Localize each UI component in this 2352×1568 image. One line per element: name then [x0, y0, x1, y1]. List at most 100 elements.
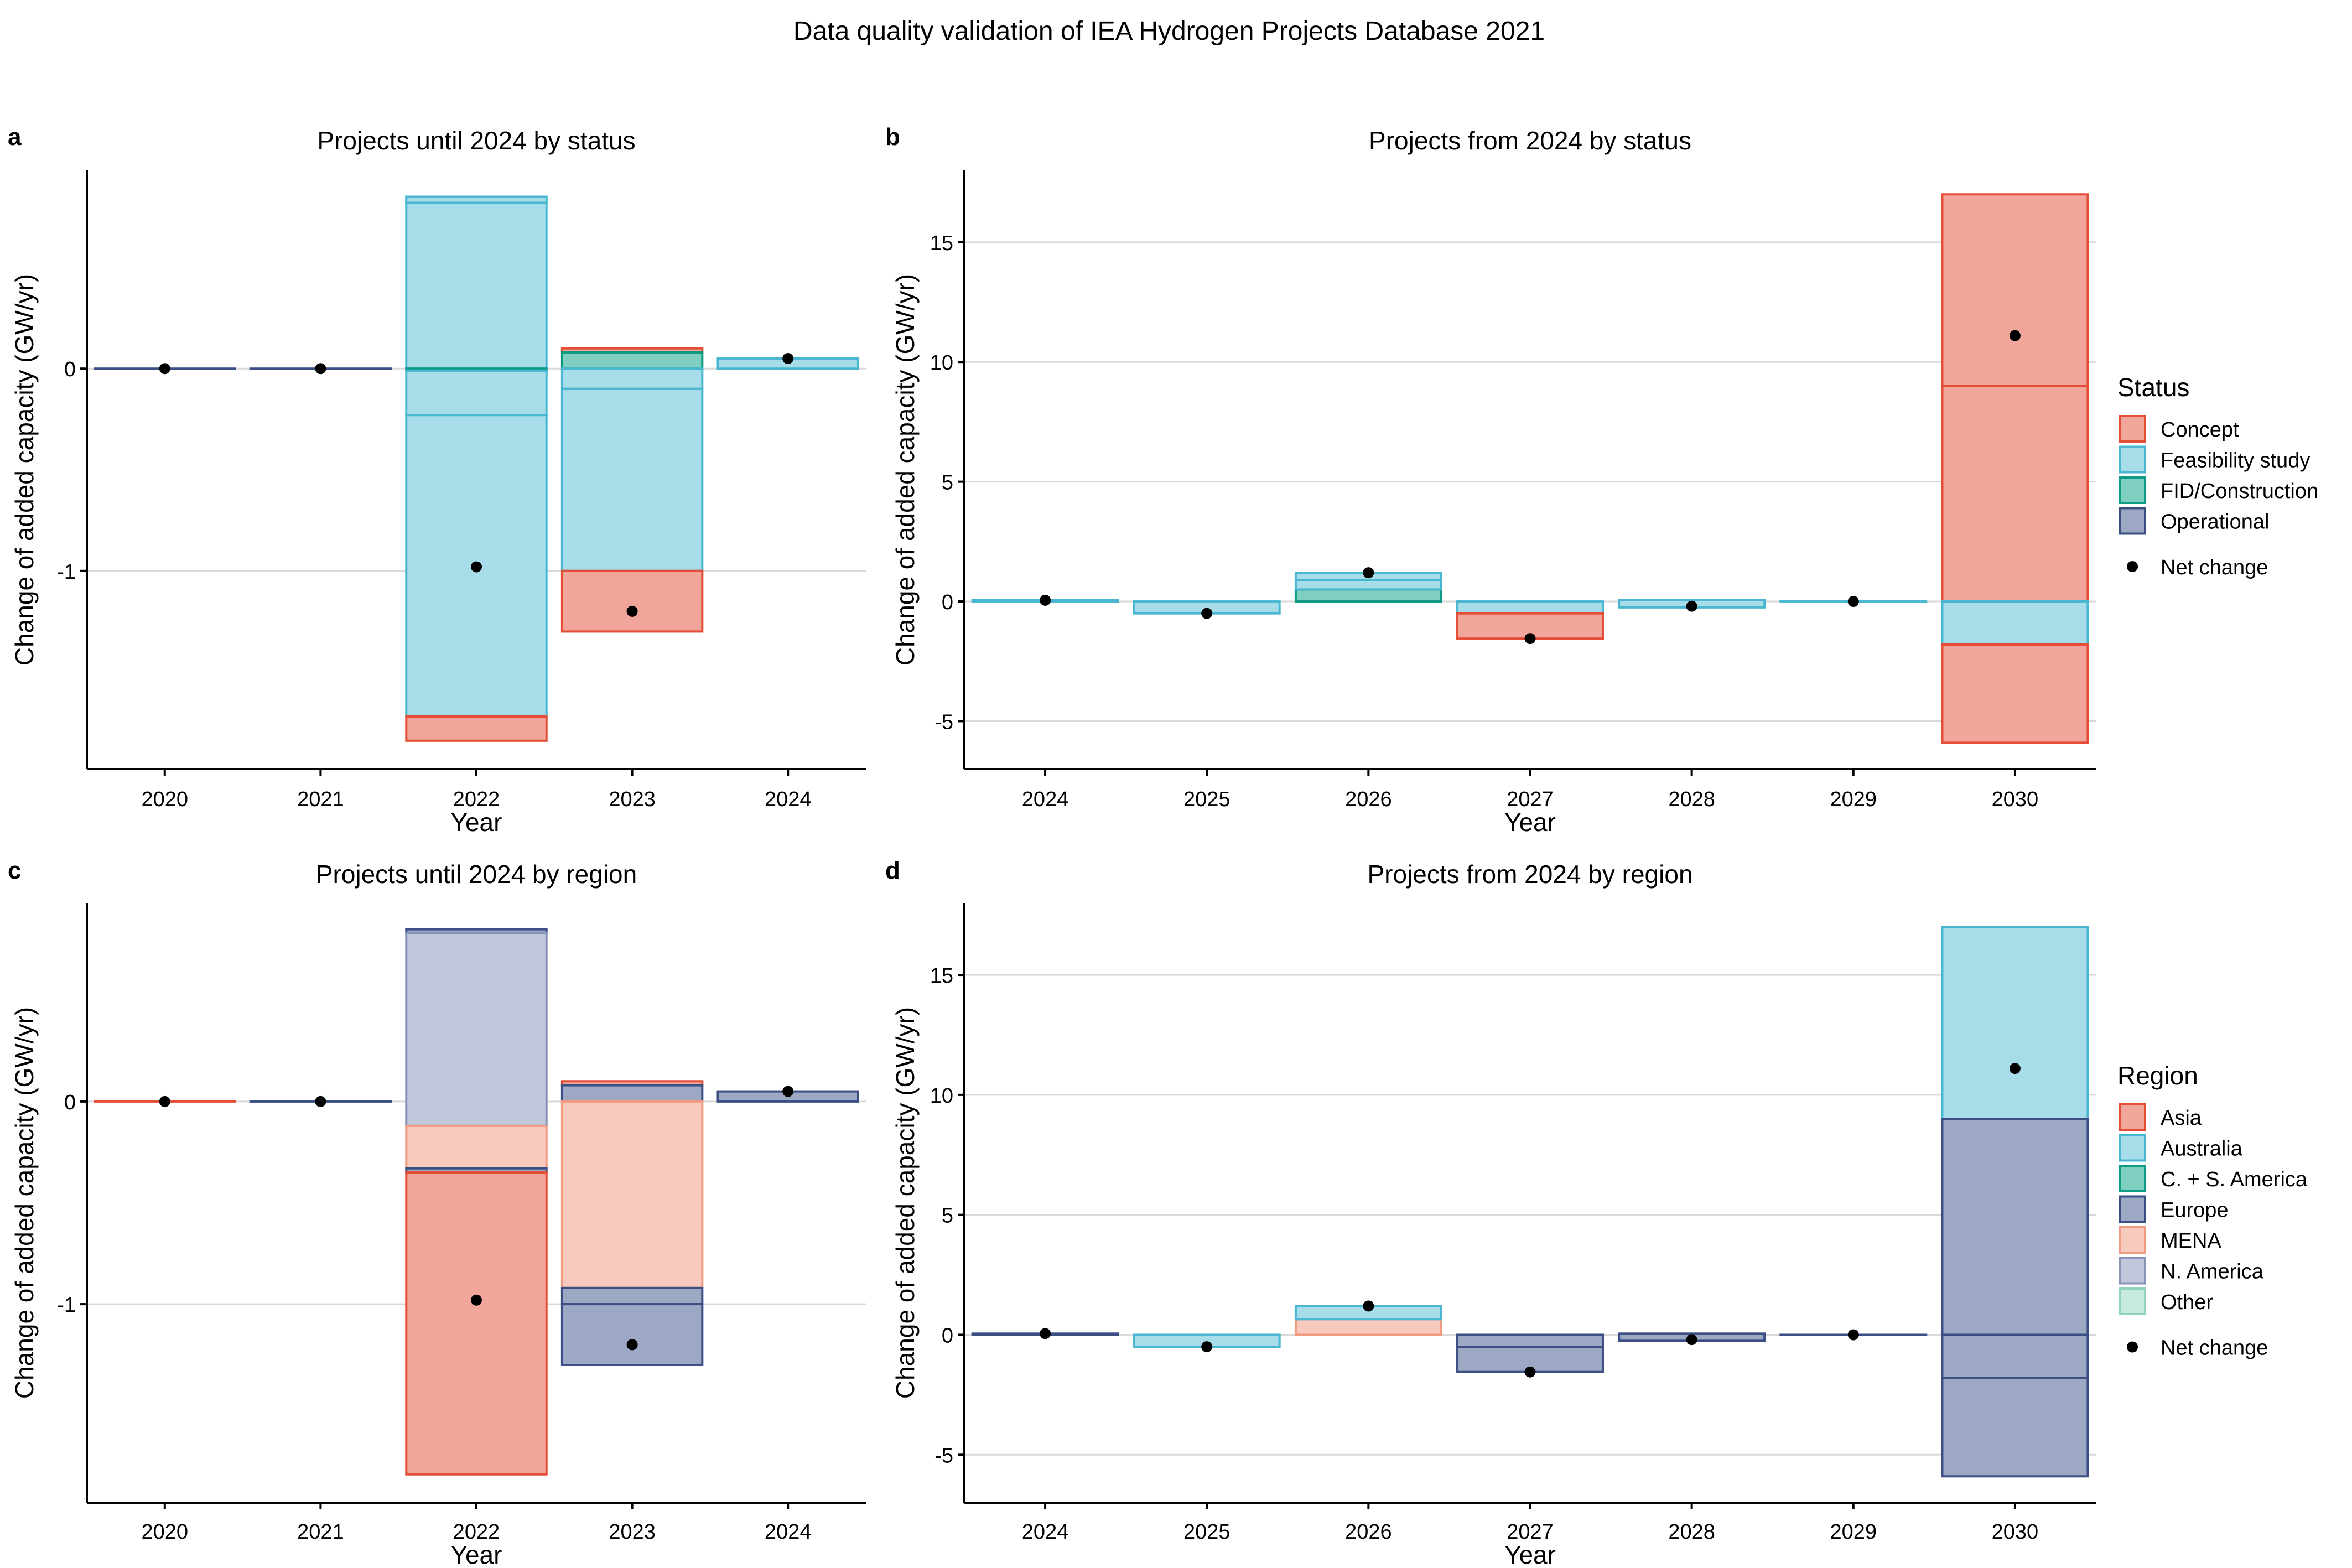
- bar-segment: [560, 387, 704, 572]
- x-tick-label: 2030: [1992, 1520, 2039, 1544]
- panel-b: 15 10 5 0 -5 2024 2025 2026 2027 2028 2029 2030 b Pro…: [885, 123, 2096, 837]
- x-tick-label: 2024: [765, 1520, 812, 1544]
- legend-net-label: Net change: [2161, 556, 2268, 579]
- x-tick-label: 2021: [297, 1520, 344, 1544]
- legend-item-label: Europe: [2161, 1199, 2229, 1222]
- panel-title: Projects until 2024 by region: [316, 860, 637, 889]
- bar-segment: [1941, 385, 2089, 603]
- legend-item-label: Concept: [2161, 418, 2239, 442]
- net-change-point: [1201, 1341, 1213, 1353]
- panel-title: Projects until 2024 by status: [317, 126, 635, 155]
- net-change-point: [471, 1294, 482, 1306]
- y-axis-title: Change of added capacity (GW/yr): [10, 274, 39, 666]
- panel-label: d: [885, 857, 900, 884]
- y-tick-label: -5: [934, 710, 953, 734]
- bar-segment: [560, 1100, 704, 1289]
- panel-a: 0 -1 2020 2021 2022 2023 2024 a Projects until 2…: [8, 123, 866, 837]
- y-tick-label: 0: [942, 1324, 953, 1347]
- net-change-point: [1040, 594, 1051, 606]
- y-tick-label: 5: [942, 1204, 953, 1228]
- legend-net-label: Net change: [2161, 1337, 2268, 1360]
- bar-segment: [1941, 643, 2089, 744]
- x-tick-label: 2024: [765, 788, 812, 811]
- figure-title: Data quality validation of IEA Hydrogen …: [793, 17, 1545, 46]
- legend-item-label: Other: [2161, 1291, 2213, 1314]
- x-axis-title: Year: [451, 808, 502, 837]
- legends: Status Concept Feasibility study FID/Constr…: [2117, 373, 2318, 1360]
- legend-item-label: Asia: [2161, 1107, 2202, 1130]
- x-tick-label: 2024: [1022, 1520, 1069, 1544]
- net-change-point: [782, 1086, 794, 1097]
- net-change-point: [1524, 633, 1536, 645]
- net-change-point: [1847, 596, 1859, 608]
- x-axis-title: Year: [451, 1540, 502, 1568]
- bar-segment: [405, 1171, 548, 1476]
- bar-segment: [1294, 588, 1442, 603]
- legend-swatch: [2119, 507, 2146, 535]
- x-tick-label: 2022: [453, 1520, 500, 1544]
- panel-label: a: [8, 123, 22, 150]
- net-change-point: [1686, 600, 1697, 612]
- legend-item-label: Operational: [2161, 511, 2269, 534]
- legend-swatch: [2119, 1103, 2146, 1131]
- bar-segment: [1941, 926, 2089, 1120]
- x-tick-label: 2023: [609, 1520, 656, 1544]
- x-tick-label: 2027: [1507, 1520, 1554, 1544]
- y-tick-label: 10: [930, 351, 953, 375]
- legend-title: Status: [2117, 373, 2189, 402]
- y-axis-title: Change of added capacity (GW/yr): [891, 1007, 920, 1399]
- net-change-point: [471, 561, 482, 573]
- net-change-point: [315, 1095, 326, 1107]
- net-change-point: [1363, 1300, 1374, 1312]
- net-change-point: [1363, 567, 1374, 579]
- x-tick-label: 2030: [1992, 788, 2039, 811]
- y-tick-label: 15: [930, 232, 953, 255]
- bar-segment: [1294, 579, 1442, 591]
- y-tick-label: 0: [64, 1091, 76, 1114]
- net-change-point: [1201, 608, 1213, 619]
- net-change-point: [2009, 330, 2021, 341]
- bar-segment: [560, 351, 704, 370]
- net-change-point: [2009, 1063, 2021, 1074]
- panel-title: Projects from 2024 by region: [1367, 860, 1692, 889]
- bar-segment: [405, 195, 548, 370]
- x-tick-label: 2023: [609, 788, 656, 811]
- x-tick-label: 2026: [1345, 1520, 1392, 1544]
- bar-segment: [1941, 1118, 2089, 1336]
- net-change-point: [626, 1339, 638, 1351]
- x-tick-label: 2029: [1830, 1520, 1877, 1544]
- x-tick-label: 2025: [1183, 788, 1230, 811]
- legend-swatch: [2119, 415, 2146, 443]
- x-tick-label: 2022: [453, 788, 500, 811]
- x-tick-label: 2028: [1668, 788, 1715, 811]
- y-tick-label: 0: [64, 358, 76, 381]
- legend-swatch: [2119, 1257, 2146, 1285]
- panel-c: 0 -1 2020 2021 2022 2023 2024 c Projects until 2…: [8, 857, 866, 1568]
- net-change-point: [1524, 1366, 1536, 1378]
- y-tick-label: 15: [930, 964, 953, 988]
- x-axis-title: Year: [1504, 808, 1556, 837]
- bar-segment: [1941, 1377, 2089, 1478]
- x-tick-label: 2029: [1830, 788, 1877, 811]
- legend-item-label: Australia: [2161, 1138, 2243, 1161]
- bar-segment: [405, 369, 548, 417]
- x-tick-label: 2024: [1022, 788, 1069, 811]
- legend-net-point: [2127, 561, 2138, 572]
- legend-swatch: [2119, 1195, 2146, 1223]
- panel-label: b: [885, 123, 900, 150]
- panel-label: c: [8, 857, 21, 884]
- x-tick-label: 2021: [297, 788, 344, 811]
- net-change-point: [1847, 1329, 1859, 1341]
- bar-segment: [1456, 600, 1604, 615]
- y-tick-label: 10: [930, 1084, 953, 1108]
- x-tick-label: 2028: [1668, 1520, 1715, 1544]
- bar-segment: [405, 195, 548, 204]
- legend-item-label: FID/Construction: [2161, 480, 2318, 503]
- legend-item-label: N. America: [2161, 1260, 2264, 1284]
- bar-segment: [560, 569, 704, 633]
- legend-item-label: C. + S. America: [2161, 1168, 2308, 1191]
- panel-d: 15 10 5 0 -5 2024 2025 2026 2027 2028 2029 2030 d Pro…: [885, 857, 2096, 1568]
- bar-segment: [1941, 600, 2089, 646]
- y-axis-title: Change of added capacity (GW/yr): [10, 1007, 39, 1399]
- bar-segment: [1941, 1333, 2089, 1379]
